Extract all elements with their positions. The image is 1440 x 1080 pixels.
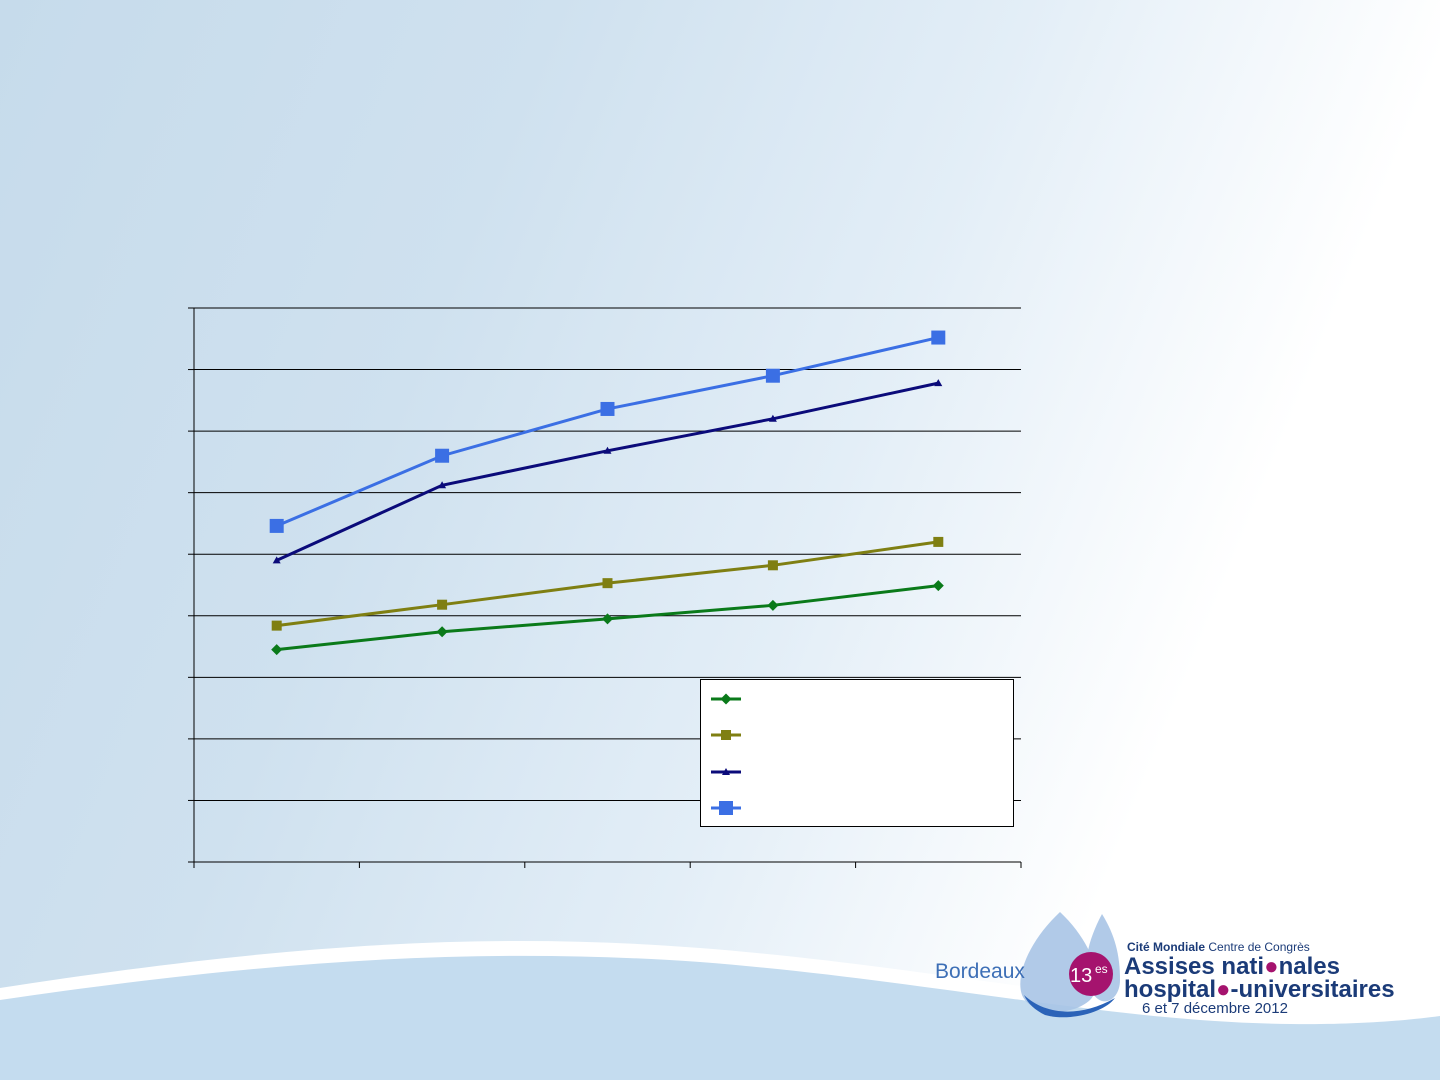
data-point bbox=[767, 599, 779, 611]
data-point bbox=[931, 330, 946, 345]
data-point bbox=[269, 518, 284, 533]
data-point bbox=[602, 613, 613, 625]
legend-swatch-marker bbox=[719, 801, 733, 815]
logo-edition-suffix: es bbox=[1095, 962, 1108, 976]
event-logo: 13 es Bordeaux Cité Mondiale Centre de C… bbox=[935, 912, 1395, 1018]
logo-wave bbox=[1024, 995, 1115, 1018]
chart-series bbox=[269, 330, 946, 656]
data-point bbox=[768, 414, 777, 422]
data-point bbox=[271, 644, 283, 656]
data-point bbox=[435, 448, 450, 463]
logo-city: Bordeaux bbox=[935, 960, 1025, 983]
legend-swatch-marker bbox=[720, 693, 732, 705]
data-point bbox=[765, 368, 780, 383]
logo-edition-badge bbox=[1069, 952, 1113, 996]
series-line bbox=[276, 336, 939, 528]
data-point bbox=[603, 446, 612, 454]
legend-swatch-series-4 bbox=[711, 801, 741, 815]
data-point bbox=[933, 536, 944, 547]
legend-item bbox=[709, 762, 999, 782]
logo-dates: 6 et 7 décembre 2012 bbox=[1142, 1000, 1288, 1017]
data-point bbox=[767, 560, 778, 571]
data-point bbox=[272, 556, 281, 564]
data-point bbox=[602, 578, 613, 589]
legend-item bbox=[709, 725, 999, 745]
data-point bbox=[934, 379, 943, 387]
logo-edition-number: 13 bbox=[1070, 965, 1092, 987]
data-point bbox=[436, 626, 448, 638]
data-point bbox=[600, 401, 615, 416]
data-point bbox=[271, 620, 282, 631]
logo-venue: Cité Mondiale Centre de Congrès bbox=[1127, 940, 1310, 954]
logo-title-line2: hospital●-universitaires bbox=[1124, 976, 1395, 1003]
legend-item bbox=[709, 798, 999, 818]
legend-item bbox=[709, 689, 999, 709]
data-point bbox=[932, 580, 944, 592]
chart-axes bbox=[188, 307, 1022, 868]
legend-swatch-series-3 bbox=[711, 768, 741, 775]
data-point bbox=[437, 599, 448, 610]
legend-swatch-marker bbox=[722, 768, 730, 775]
logo-title-line1: Assises nati●nales bbox=[1124, 953, 1340, 980]
data-point bbox=[438, 481, 447, 489]
legend-swatch-series-2 bbox=[711, 730, 741, 740]
chart-legend bbox=[700, 679, 1014, 827]
legend-swatch-marker bbox=[721, 730, 731, 740]
legend-swatch-series-1 bbox=[711, 693, 741, 705]
